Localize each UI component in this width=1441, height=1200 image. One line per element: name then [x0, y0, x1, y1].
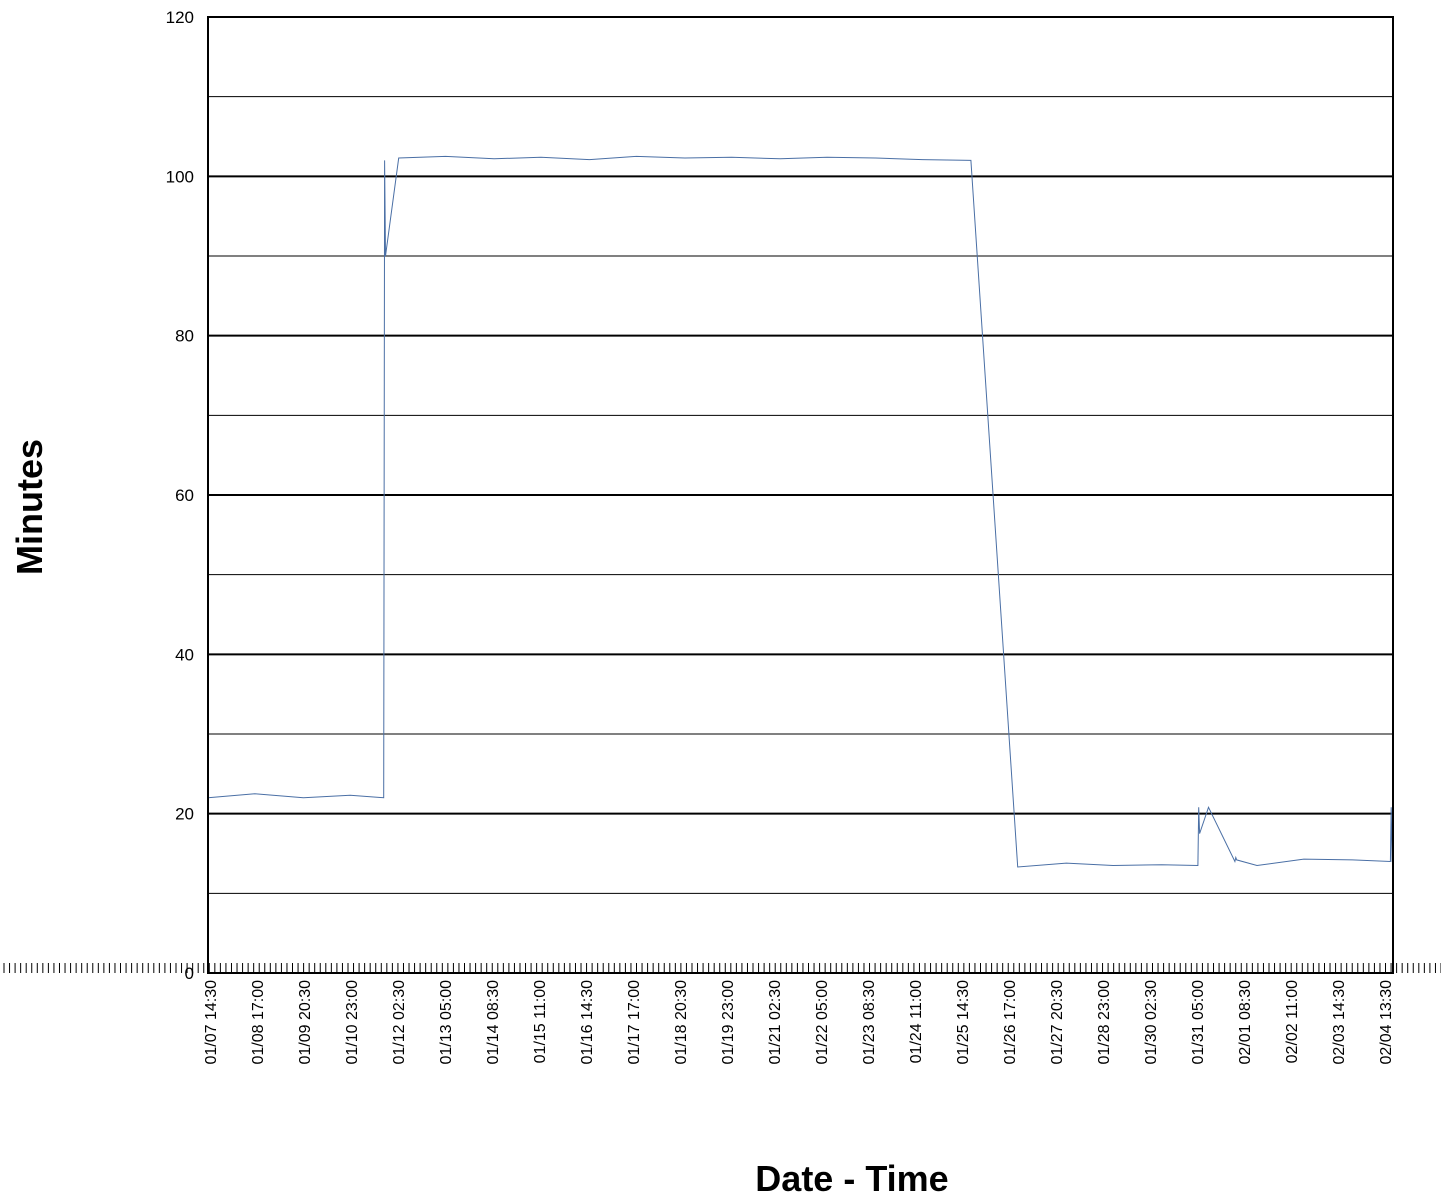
x-tick-label: 01/13 05:00	[438, 980, 455, 1065]
x-axis-ticks: 01/07 14:30 01/08 17:00 01/09 20:30 01/10 2…	[3, 963, 1441, 1065]
y-tick-label: 60	[175, 486, 194, 505]
y-tick-label: 20	[175, 805, 194, 824]
plot-frame	[207, 16, 1394, 974]
x-tick-label: 01/14 08:30	[485, 980, 502, 1065]
x-tick-label: 01/28 23:00	[1096, 980, 1113, 1065]
x-tick-label: 01/27 20:30	[1049, 980, 1066, 1065]
x-tick-label: 01/16 14:30	[579, 980, 596, 1065]
y-tick-label: 40	[175, 645, 194, 664]
x-tick-label: 02/03 14:30	[1331, 980, 1348, 1065]
x-tick-label: 02/01 08:30	[1237, 980, 1254, 1065]
x-tick-label: 02/02 11:00	[1284, 980, 1301, 1063]
x-tick-label: 01/26 17:00	[1002, 980, 1019, 1065]
x-tick-label: 01/25 14:30	[955, 980, 972, 1065]
y-tick-label: 0	[185, 964, 194, 983]
y-tick-label: 120	[166, 8, 194, 27]
x-tick-label: 01/09 20:30	[297, 980, 314, 1065]
x-tick-label: 02/04 13:30	[1378, 980, 1395, 1065]
x-tick-label: 01/22 05:00	[814, 980, 831, 1065]
y-axis-label: Minutes	[9, 438, 50, 576]
y-axis-ticks: 0 20 40 60 80 100 120	[166, 8, 194, 983]
x-tick-label: 01/07 14:30	[203, 980, 220, 1065]
y-tick-label: 100	[166, 167, 194, 186]
x-tick-label: 01/31 05:00	[1190, 980, 1207, 1065]
x-tick-label: 01/15 11:00	[532, 980, 549, 1063]
x-tick-label: 01/08 17:00	[250, 980, 267, 1065]
x-tick-label: 01/10 23:00	[344, 980, 361, 1065]
x-tick-label: 01/24 11:00	[908, 980, 925, 1063]
x-tick-label: 01/23 08:30	[861, 980, 878, 1065]
x-tick-label: 01/19 23:00	[720, 980, 737, 1065]
y-tick-label: 80	[175, 327, 194, 346]
series-line	[207, 155, 1394, 868]
x-tick-label: 01/17 17:00	[626, 980, 643, 1065]
x-axis-label: Date - Time	[755, 1158, 949, 1199]
x-tick-label: 01/18 20:30	[673, 980, 690, 1065]
x-tick-label: 01/12 02:30	[391, 980, 408, 1065]
gridlines	[208, 16, 1393, 974]
x-tick-label: 01/30 02:30	[1143, 980, 1160, 1065]
x-tick-label: 01/21 02:30	[767, 980, 784, 1065]
